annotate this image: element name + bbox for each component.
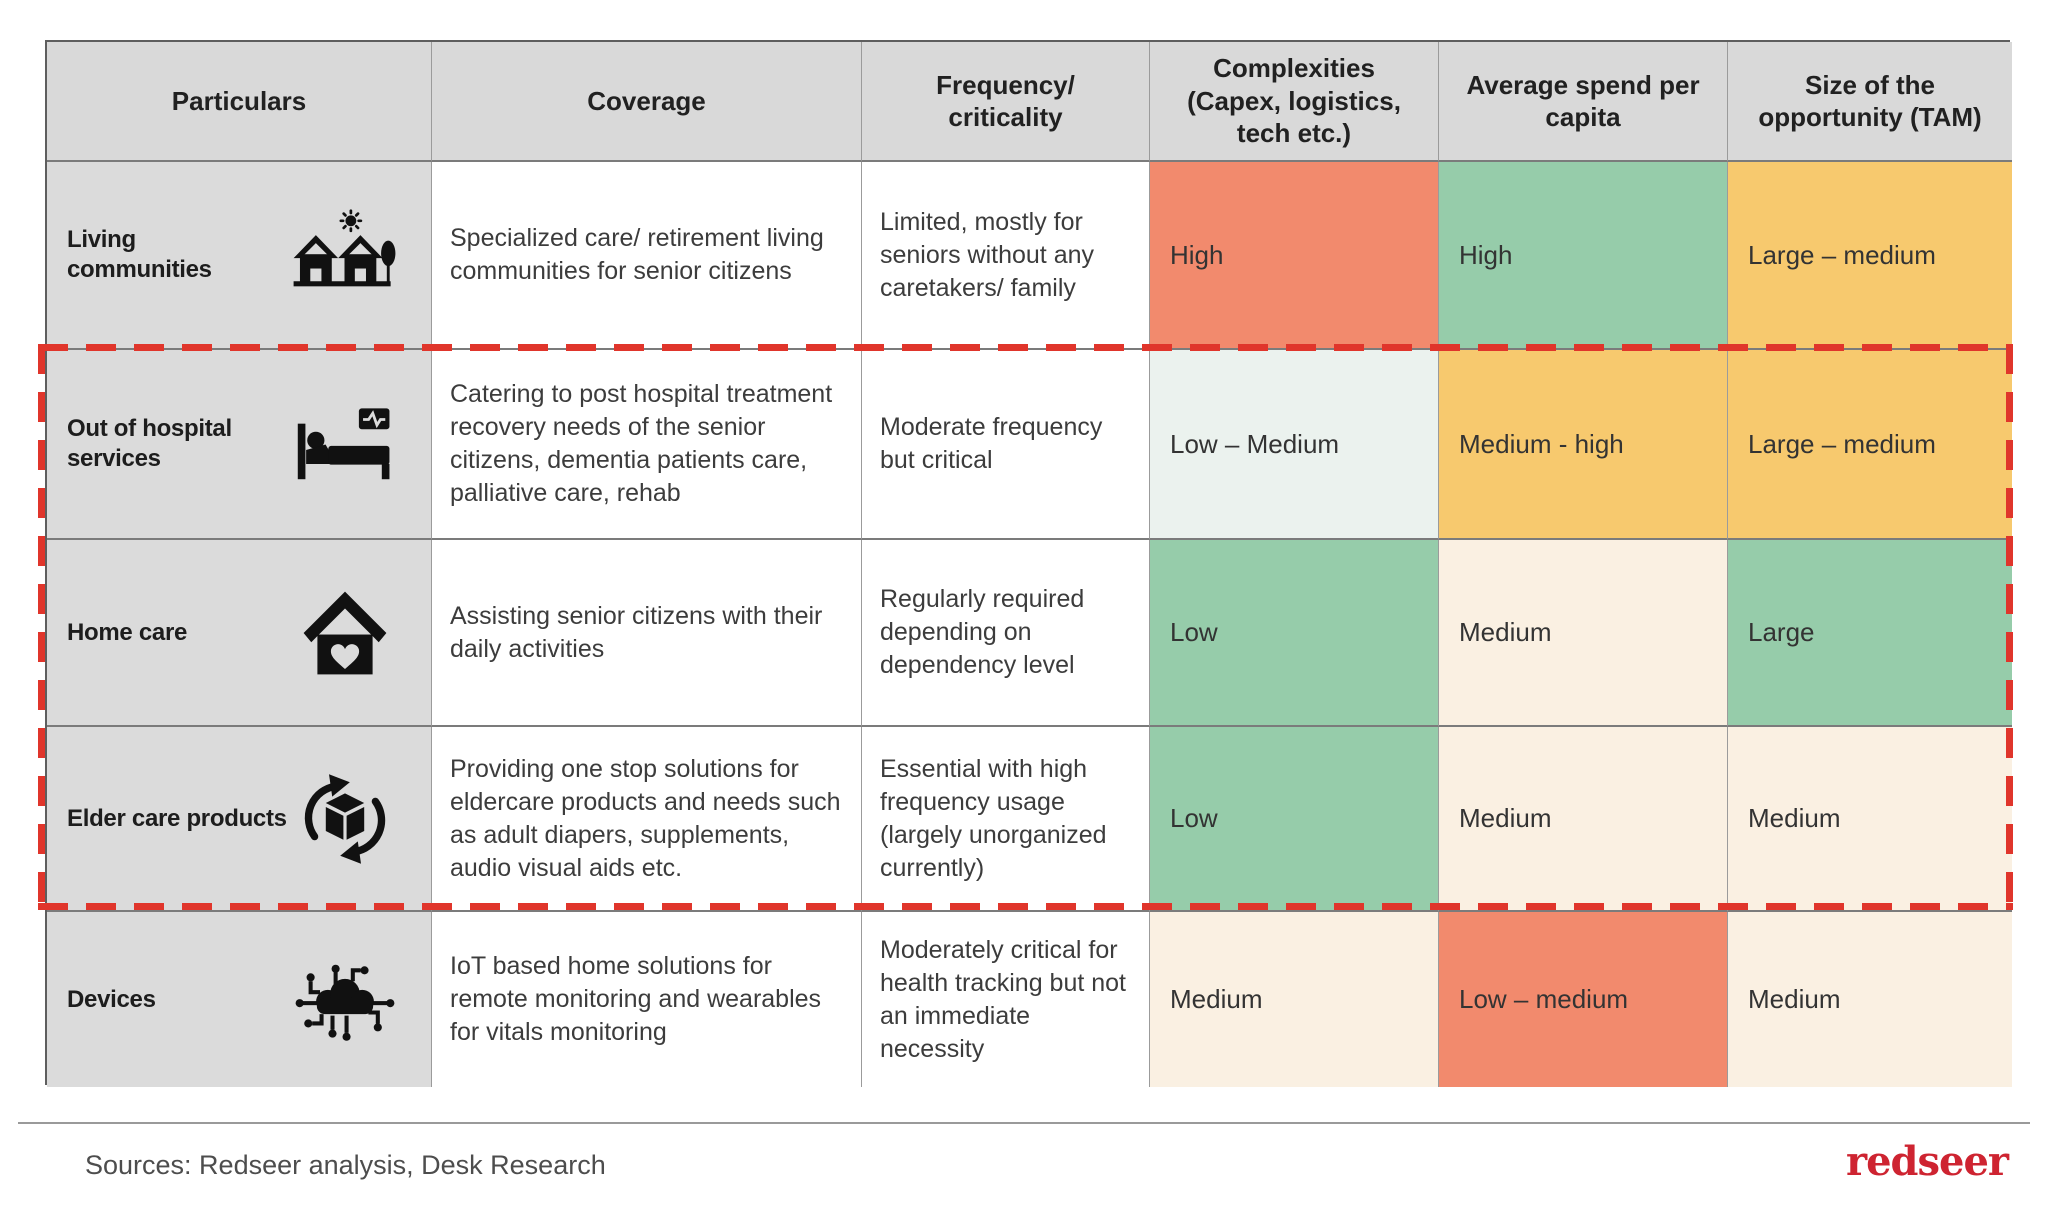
complexity-cell: Low	[1150, 727, 1439, 912]
row-label: Elder care products	[67, 804, 287, 832]
particulars-cell: Devices	[47, 912, 432, 1087]
frequency-cell: Essential with high frequency usage (lar…	[862, 727, 1150, 912]
particulars-cell: Home care	[47, 540, 432, 727]
frequency-cell: Regularly required depending on dependen…	[862, 540, 1150, 727]
header-tam: Size of the opportunity (TAM)	[1728, 42, 2012, 162]
row-label: Home care	[67, 618, 188, 646]
particulars-cell: Living communities	[47, 162, 432, 350]
header-complexities: Complexities (Capex, logistics, tech etc…	[1150, 42, 1439, 162]
header-average-spend: Average spend per capita	[1439, 42, 1728, 162]
coverage-cell: Catering to post hospital treatment reco…	[432, 350, 862, 540]
houses-sun-icon	[292, 209, 397, 301]
tam-cell: Large – medium	[1728, 162, 2012, 350]
spend-cell: High	[1439, 162, 1728, 350]
frequency-cell: Moderately critical for health tracking …	[862, 912, 1150, 1087]
particulars-cell: Out of hospital services	[47, 350, 432, 540]
row-label: Living communities	[67, 226, 212, 283]
sources-note: Sources: Redseer analysis, Desk Research	[85, 1150, 606, 1180]
iot-cloud-icon	[292, 954, 397, 1046]
header-particulars: Particulars	[47, 42, 432, 162]
coverage-cell: IoT based home solutions for remote moni…	[432, 912, 862, 1087]
coverage-cell: Providing one stop solutions for elderca…	[432, 727, 862, 912]
tam-cell: Medium	[1728, 727, 2012, 912]
header-frequency: Frequency/ criticality	[862, 42, 1150, 162]
particulars-cell: Elder care products	[47, 727, 432, 912]
coverage-cell: Assisting senior citizens with their dai…	[432, 540, 862, 727]
spend-cell: Medium - high	[1439, 350, 1728, 540]
complexity-cell: Low – Medium	[1150, 350, 1439, 540]
spend-cell: Medium	[1439, 727, 1728, 912]
frequency-cell: Moderate frequency but critical	[862, 350, 1150, 540]
tam-cell: Large	[1728, 540, 2012, 727]
home-heart-icon	[292, 589, 397, 677]
spend-cell: Low – medium	[1439, 912, 1728, 1087]
patient-bed-icon	[292, 407, 397, 482]
frequency-cell: Limited, mostly for seniors without any …	[862, 162, 1150, 350]
complexity-cell: Medium	[1150, 912, 1439, 1087]
complexity-cell: Low	[1150, 540, 1439, 727]
package-recycle-icon	[292, 771, 397, 867]
coverage-cell: Specialized care/ retirement living comm…	[432, 162, 862, 350]
spend-cell: Medium	[1439, 540, 1728, 727]
header-coverage: Coverage	[432, 42, 862, 162]
row-label: Out of hospital services	[67, 415, 232, 472]
tam-cell: Medium	[1728, 912, 2012, 1087]
comparison-table: Particulars Coverage Frequency/ critical…	[45, 40, 2012, 1087]
complexity-cell: High	[1150, 162, 1439, 350]
dashed-border-left	[38, 344, 45, 910]
redseer-logo: redseer	[1846, 1138, 2009, 1185]
footer-divider	[18, 1122, 2030, 1124]
tam-cell: Large – medium	[1728, 350, 2012, 540]
row-label: Devices	[67, 985, 156, 1013]
